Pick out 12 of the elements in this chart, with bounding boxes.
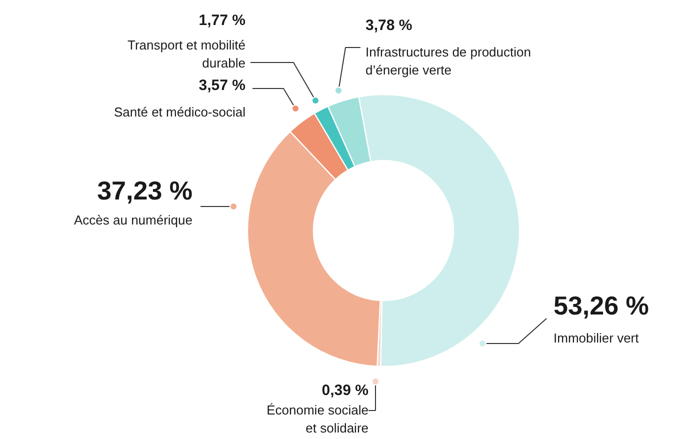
data-label: 0,39 % [322,382,369,399]
data-label: 1,77 % [198,12,246,29]
data-label: 3,78 % [366,17,412,34]
slice-label: Immobilier vert [554,330,640,346]
data-label: 3,57 % [198,77,246,94]
slice-label: Infrastructures de production d’énergie verte [366,44,531,78]
data-label: 37,23 % [97,176,192,206]
slice-label: Économie sociale et solidaire [266,402,369,436]
data-label: 53,26 % [554,290,649,320]
slice-label: Santé et médico-social [114,104,246,120]
slice-label: Accès au numérique [74,212,193,228]
slice-label: Transport et mobilité durable [127,38,246,70]
